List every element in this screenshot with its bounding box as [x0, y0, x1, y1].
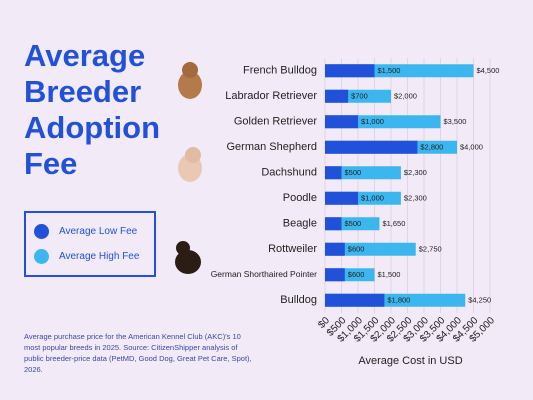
value-label: $2,750 — [419, 245, 442, 254]
bar — [325, 242, 416, 256]
y-tick-label: French Bulldog — [243, 65, 317, 77]
value-label: $1,650 — [382, 219, 405, 228]
bar — [325, 166, 401, 180]
value-label: $2,800 — [420, 143, 443, 152]
value-label: $1,000 — [361, 194, 384, 203]
value-label: $2,000 — [394, 92, 417, 101]
y-tick-label: Dachshund — [261, 167, 317, 179]
value-label: $4,500 — [477, 66, 500, 75]
value-label: $500 — [345, 219, 362, 228]
value-label: $600 — [348, 270, 365, 279]
legend-marker — [34, 224, 49, 239]
bar — [325, 268, 345, 282]
bar — [325, 293, 385, 307]
legend-entry: Average Low Fee — [34, 224, 137, 239]
value-label: $2,300 — [404, 194, 427, 203]
value-label: $4,000 — [460, 143, 483, 152]
bar — [325, 64, 375, 78]
value-label: $1,500 — [378, 66, 401, 75]
y-tick-label: German Shepherd — [227, 141, 318, 153]
chart-title: Average Breeder Adoption Fee — [24, 38, 161, 181]
value-label: $4,250 — [468, 296, 491, 305]
y-tick-label: Rottweiler — [268, 243, 317, 255]
legend-label: Average Low Fee — [59, 226, 138, 237]
value-label: $1,000 — [361, 117, 384, 126]
bar — [325, 89, 349, 103]
legend-label: Average High Fee — [59, 251, 140, 262]
y-tick-label: Labrador Retriever — [225, 90, 317, 102]
value-label: $700 — [351, 92, 368, 101]
y-tick-label: Poodle — [283, 192, 317, 204]
x-axis-title: Average Cost in USD — [358, 355, 462, 367]
value-label: $1,500 — [378, 270, 401, 279]
value-label: $3,500 — [444, 117, 467, 126]
bar — [325, 191, 358, 205]
source-note: Average purchase price for the American … — [24, 332, 252, 374]
value-label: $1,800 — [387, 296, 410, 305]
value-label: $2,300 — [404, 168, 427, 177]
y-tick-label: Bulldog — [280, 294, 317, 306]
bar — [325, 242, 345, 256]
value-label: $500 — [345, 168, 362, 177]
y-tick-label: Golden Retriever — [234, 116, 317, 128]
dog-icons — [175, 62, 202, 274]
value-label: $600 — [348, 245, 365, 254]
legend-marker — [34, 249, 49, 264]
bar — [325, 115, 358, 129]
bar — [325, 217, 342, 231]
legend: Average Low Fee Average High Fee — [24, 211, 156, 277]
bar — [325, 140, 418, 154]
legend-entry: Average High Fee — [34, 249, 139, 264]
y-tick-label: German Shorthaired Pointer — [211, 269, 317, 279]
bar — [325, 166, 342, 180]
y-tick-label: Beagle — [283, 218, 317, 230]
